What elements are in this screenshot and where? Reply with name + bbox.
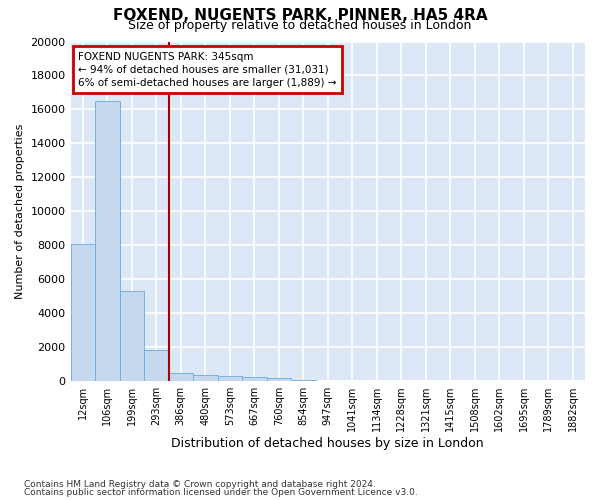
Text: FOXEND, NUGENTS PARK, PINNER, HA5 4RA: FOXEND, NUGENTS PARK, PINNER, HA5 4RA (113, 8, 487, 22)
Text: Contains public sector information licensed under the Open Government Licence v3: Contains public sector information licen… (24, 488, 418, 497)
X-axis label: Distribution of detached houses by size in London: Distribution of detached houses by size … (172, 437, 484, 450)
Bar (144, 350, 169, 381)
Text: Contains HM Land Registry data © Crown copyright and database right 2024.: Contains HM Land Registry data © Crown c… (24, 480, 376, 489)
Bar (266, 378, 291, 381)
Bar (242, 378, 266, 381)
Bar (169, 373, 193, 381)
Bar (316, 380, 340, 381)
Bar (291, 380, 316, 381)
Bar (71, 244, 95, 381)
Text: FOXEND NUGENTS PARK: 345sqm
← 94% of detached houses are smaller (31,031)
6% of : FOXEND NUGENTS PARK: 345sqm ← 94% of det… (78, 52, 337, 88)
Bar (218, 376, 242, 381)
Y-axis label: Number of detached properties: Number of detached properties (15, 124, 25, 299)
Bar (119, 291, 144, 381)
Bar (193, 375, 218, 381)
Bar (95, 101, 119, 381)
Text: Size of property relative to detached houses in London: Size of property relative to detached ho… (128, 19, 472, 32)
